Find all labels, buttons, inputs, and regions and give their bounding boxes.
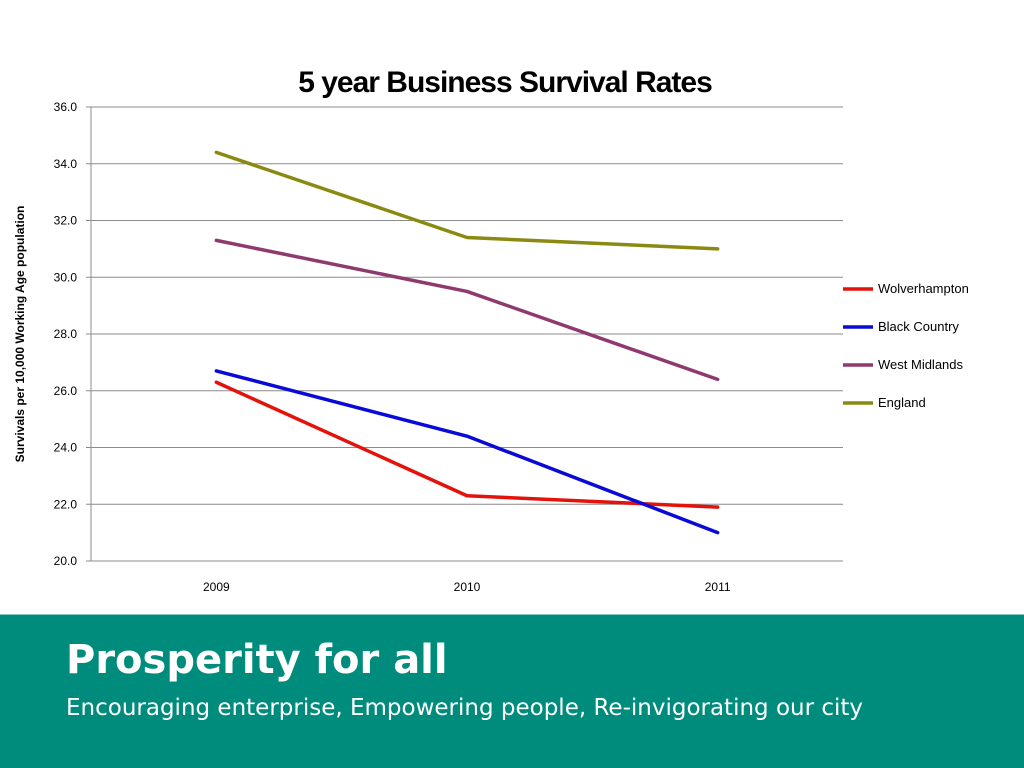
y-tick-label: 24.0 bbox=[54, 441, 78, 455]
y-axis-label: Survivals per 10,000 Working Age populat… bbox=[13, 206, 27, 463]
legend-label: Wolverhampton bbox=[878, 281, 969, 296]
x-tick-label: 2009 bbox=[203, 580, 230, 594]
footer-subtitle: Encouraging enterprise, Empowering peopl… bbox=[66, 695, 864, 721]
y-tick-label: 22.0 bbox=[54, 497, 78, 511]
y-tick-label: 26.0 bbox=[54, 384, 78, 398]
series-line bbox=[214, 238, 720, 382]
y-tick-label: 36.0 bbox=[54, 100, 78, 114]
y-tick-label: 30.0 bbox=[54, 270, 78, 284]
legend-label: Black Country bbox=[878, 319, 959, 334]
footer-banner: Prosperity for all Encouraging enterpris… bbox=[0, 614, 1024, 768]
series-line bbox=[214, 380, 720, 509]
legend-label: West Midlands bbox=[878, 357, 964, 372]
y-tick-label: 32.0 bbox=[54, 214, 78, 228]
series-line bbox=[214, 369, 720, 535]
footer-title: Prosperity for all bbox=[66, 637, 448, 683]
x-tick-label: 2010 bbox=[454, 580, 481, 594]
series-line bbox=[214, 150, 720, 251]
y-tick-label: 34.0 bbox=[54, 157, 78, 171]
chart-title: 5 year Business Survival Rates bbox=[298, 66, 713, 99]
legend-label: England bbox=[878, 395, 926, 410]
x-tick-label: 2011 bbox=[705, 580, 731, 594]
line-chart: 20.0 22.0 24.0 26.0 28.0 30.0 32.0 34.0 36.0 2009… bbox=[13, 100, 969, 594]
y-tick-label: 28.0 bbox=[54, 327, 78, 341]
y-tick-label: 20.0 bbox=[54, 554, 78, 568]
